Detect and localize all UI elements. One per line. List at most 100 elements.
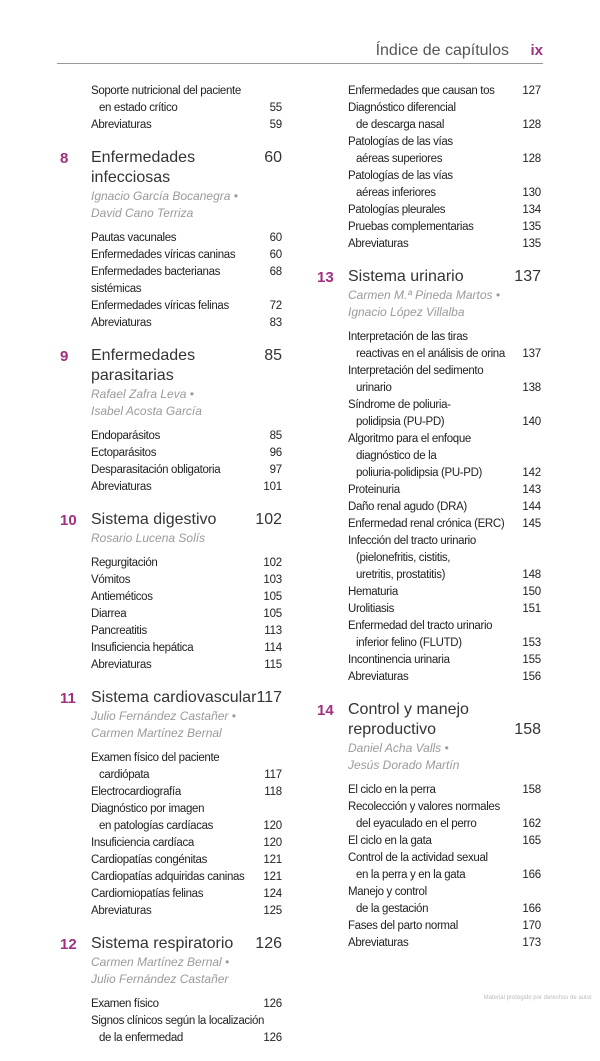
toc-entry[interactable]: Enfermedad renal crónica (ERC) 145: [348, 516, 541, 533]
toc-entry[interactable]: Infección del tracto urinario (pielonefri…: [348, 533, 541, 584]
entry-title: Examen físico: [91, 998, 159, 1010]
toc-entry[interactable]: El ciclo en la gata 165: [348, 833, 541, 850]
toc-entry[interactable]: Enfermedades víricas caninas 60: [91, 247, 282, 264]
chapter-title[interactable]: Sistema cardiovascular 117: [91, 688, 282, 708]
toc-entry[interactable]: Urolitiasis 151: [348, 601, 541, 618]
toc-entry[interactable]: Insuficiencia cardíaca 120: [91, 835, 282, 852]
chapter-title[interactable]: Enfermedades parasitarias 85: [91, 346, 282, 386]
toc-entry[interactable]: Desparasitación obligatoria 97: [91, 462, 282, 479]
toc-entry[interactable]: Algoritmo para el enfoque diagnóstico de …: [348, 431, 541, 482]
entry-line: Pruebas complementarias 135: [348, 219, 541, 236]
toc-entry[interactable]: Enfermedades víricas felinas 72: [91, 298, 282, 315]
toc-entry[interactable]: Diagnóstico diferencial de descarga nasal…: [348, 100, 541, 134]
toc-entry[interactable]: Vómitos 103: [91, 572, 282, 589]
entry-list: Soporte nutricional del paciente en estad…: [91, 83, 282, 134]
entry-line: Enfermedades víricas felinas 72: [91, 298, 282, 315]
toc-entry[interactable]: Control de la actividad sexual en la perr…: [348, 850, 541, 884]
toc-entry[interactable]: Interpretación de las tiras reactivas en …: [348, 329, 541, 363]
entry-page: 59: [269, 119, 283, 131]
entry-page: 166: [522, 869, 541, 881]
chapter-title-line: Enfermedades infecciosas 60: [91, 148, 282, 188]
toc-entry[interactable]: Proteinuria 143: [348, 482, 541, 499]
chapter-title[interactable]: Sistema urinario 137: [348, 267, 541, 287]
toc-entry[interactable]: Síndrome de poliuria-polidipsia (PU-PD) 1…: [348, 397, 541, 431]
toc-entry[interactable]: El ciclo en la perra 158: [348, 782, 541, 799]
entry-page: 126: [263, 998, 282, 1010]
entry-line: (pielonefritis, cistitis,: [348, 550, 541, 567]
toc-entry[interactable]: Cardiomiopatías felinas 124: [91, 886, 282, 903]
chapter-title[interactable]: Enfermedades infecciosas 60: [91, 148, 282, 188]
entry-line: Antieméticos 105: [91, 589, 282, 606]
chapter-authors: Julio Fernández Castañer • Carmen Martíne…: [91, 708, 282, 742]
entry-page: 155: [522, 654, 541, 666]
toc-entry[interactable]: Examen físico 126: [91, 996, 282, 1013]
toc-entry[interactable]: Manejo y control de la gestación 166: [348, 884, 541, 918]
toc-entry[interactable]: Recolección y valores normales del eyacul…: [348, 799, 541, 833]
chapter-title-line: reproductivo 158: [348, 720, 541, 740]
entry-list: Interpretación de las tiras reactivas en …: [348, 329, 541, 686]
entry-page: 158: [522, 784, 541, 796]
toc-entry[interactable]: Abreviaturas 83: [91, 315, 282, 332]
entry-list: Examen físico del paciente cardiópata 117 E…: [91, 750, 282, 920]
toc-entry[interactable]: Diagnóstico por imagen en patologías card…: [91, 801, 282, 835]
entry-page: 115: [264, 659, 282, 671]
toc-entry[interactable]: Examen físico del paciente cardiópata 117: [91, 750, 282, 784]
toc-entry[interactable]: Abreviaturas 115: [91, 657, 282, 674]
entry-line: Urolitiasis 151: [348, 601, 541, 618]
entry-title: Diagnóstico por imagen: [91, 803, 205, 815]
toc-entry[interactable]: Interpretación del sedimento urinario 138: [348, 363, 541, 397]
toc-entry[interactable]: Electrocardiografía 118: [91, 784, 282, 801]
entry-line: Abreviaturas 101: [91, 479, 282, 496]
toc-entry[interactable]: Patologías de las vías aéreas inferiores 1…: [348, 168, 541, 202]
toc-entry[interactable]: Cardiopatías congénitas 121: [91, 852, 282, 869]
entry-title: Enfermedades víricas caninas: [91, 249, 236, 261]
toc-column-left: Soporte nutricional del paciente en estad…: [57, 83, 282, 1061]
toc-entry[interactable]: Incontinencia urinaria 155: [348, 652, 541, 669]
toc-entry[interactable]: Diarrea 105: [91, 606, 282, 623]
entry-page: 102: [263, 557, 282, 569]
entry-title: urinario: [356, 382, 392, 394]
toc-entry[interactable]: Signos clínicos según la localización de …: [91, 1013, 282, 1047]
toc-entry[interactable]: Abreviaturas 59: [91, 117, 282, 134]
toc-entry[interactable]: Pautas vacunales 60: [91, 230, 282, 247]
chapter-heading: 12 Sistema respiratorio 126 Carmen Martínez…: [57, 934, 282, 988]
toc-entry[interactable]: Regurgitación 102: [91, 555, 282, 572]
toc-entry[interactable]: Abreviaturas 125: [91, 903, 282, 920]
toc-entry[interactable]: Enfermedades que causan tos 127: [348, 83, 541, 100]
toc-entry[interactable]: Abreviaturas 173: [348, 935, 541, 952]
entry-title: Examen físico del paciente: [91, 752, 220, 764]
chapter-title[interactable]: Sistema digestivo 102: [91, 510, 282, 530]
toc-entry[interactable]: Patologías pleurales 134: [348, 202, 541, 219]
toc-entry[interactable]: Antieméticos 105: [91, 589, 282, 606]
toc-entry[interactable]: Fases del parto normal 170: [348, 918, 541, 935]
entry-title: diagnóstico de la: [356, 450, 437, 462]
entry-line: Ectoparásitos 96: [91, 445, 282, 462]
toc-entry[interactable]: Abreviaturas 101: [91, 479, 282, 496]
toc-entry[interactable]: Soporte nutricional del paciente en estad…: [91, 83, 282, 117]
entry-title: Abreviaturas: [348, 937, 409, 949]
chapter-title[interactable]: Control y manejo reproductivo 158: [348, 700, 541, 740]
toc-entry[interactable]: Hematuria 150: [348, 584, 541, 601]
toc-entry[interactable]: Abreviaturas 156: [348, 669, 541, 686]
toc-entry[interactable]: Cardiopatías adquiridas caninas 121: [91, 869, 282, 886]
entry-line: Diagnóstico diferencial: [348, 100, 541, 117]
toc-entry[interactable]: Enfermedades bacterianas sistémicas 68: [91, 264, 282, 298]
toc-entry[interactable]: Patologías de las vías aéreas superiores 1…: [348, 134, 541, 168]
entry-page: 162: [522, 818, 541, 830]
entry-list: El ciclo en la perra 158 Recolección y val…: [348, 782, 541, 952]
entry-page: 60: [269, 232, 283, 244]
toc-entry[interactable]: Ectoparásitos 96: [91, 445, 282, 462]
toc-entry[interactable]: Endoparásitos 85: [91, 428, 282, 445]
toc-entry[interactable]: Insuficiencia hepática 114: [91, 640, 282, 657]
toc-entry[interactable]: Daño renal agudo (DRA) 144: [348, 499, 541, 516]
toc-entry[interactable]: Pancreatitis 113: [91, 623, 282, 640]
entry-page: 130: [522, 187, 541, 199]
toc-column-right: Enfermedades que causan tos 127 Diagnóstic…: [314, 83, 541, 966]
chapter-title[interactable]: Sistema respiratorio 126: [91, 934, 282, 954]
toc-entry[interactable]: Pruebas complementarias 135: [348, 219, 541, 236]
entry-title: Ectoparásitos: [91, 447, 157, 459]
toc-entry[interactable]: Abreviaturas 135: [348, 236, 541, 253]
entry-line: Patologías de las vías: [348, 134, 541, 151]
entry-line: Enfermedad del tracto urinario: [348, 618, 541, 635]
toc-entry[interactable]: Enfermedad del tracto urinario inferior f…: [348, 618, 541, 652]
